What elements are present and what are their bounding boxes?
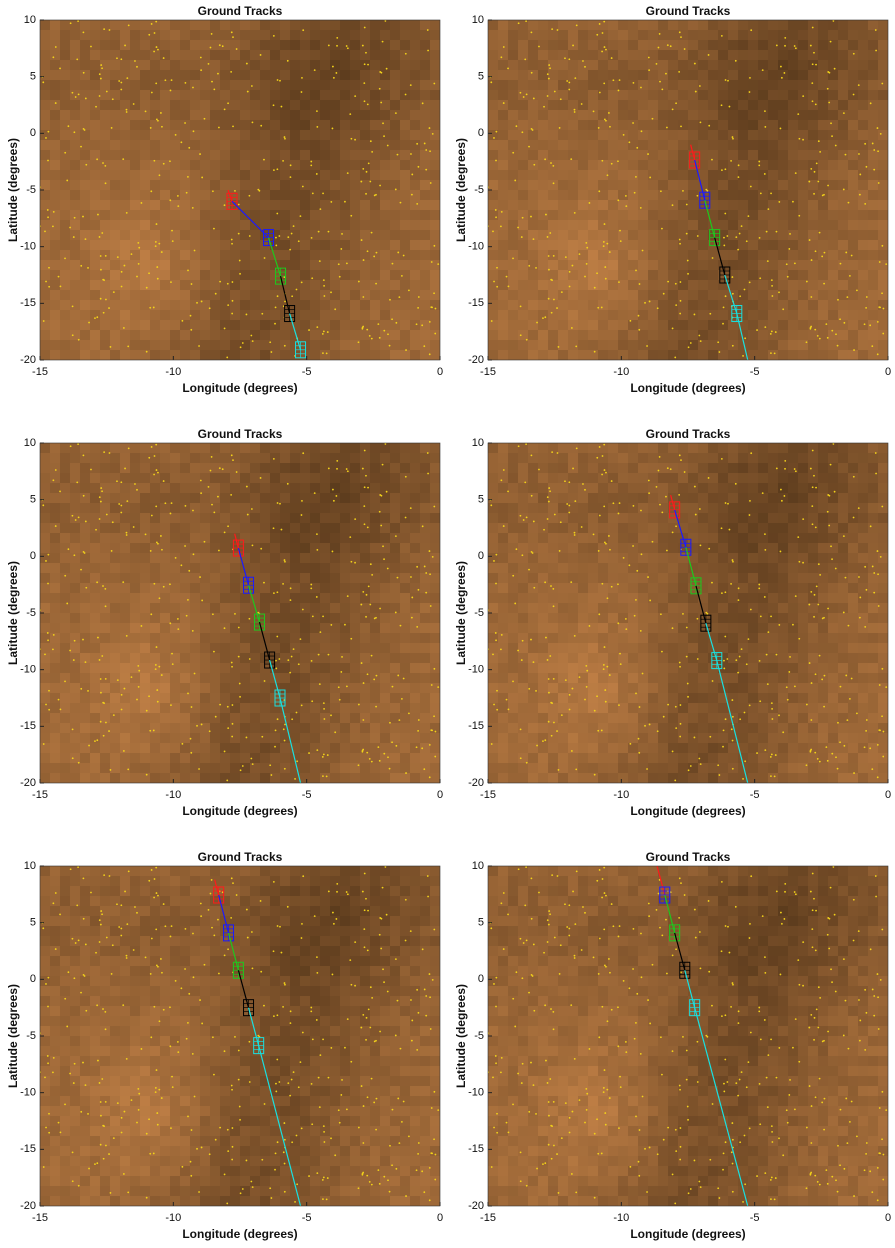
x-tick-label: -10 xyxy=(165,366,181,378)
y-tick-label: -15 xyxy=(20,720,36,732)
x-tick-label: -10 xyxy=(613,366,629,378)
x-axis-label: Longitude (degrees) xyxy=(182,381,297,395)
y-tick-label: -15 xyxy=(468,720,484,732)
x-tick-label: -5 xyxy=(750,366,760,378)
y-tick-label: -10 xyxy=(20,241,36,253)
x-tick-label: 0 xyxy=(437,366,443,378)
x-tick-label: -10 xyxy=(613,1212,629,1224)
y-tick-label: 10 xyxy=(472,14,484,26)
panel: Ground Tracks Longitude (degrees) Latitude… xyxy=(6,427,443,818)
x-tick-label: -15 xyxy=(480,366,496,378)
terrain xyxy=(487,443,888,784)
y-tick-label: -20 xyxy=(20,354,36,366)
y-tick-label: 5 xyxy=(478,71,484,83)
y-tick-label: 10 xyxy=(24,860,36,872)
x-tick-label: 0 xyxy=(885,789,891,801)
y-tick-label: -15 xyxy=(468,1143,484,1155)
chart-title: Ground Tracks xyxy=(198,427,283,441)
y-axis-label: Latitude (degrees) xyxy=(454,984,468,1088)
panel: Ground Tracks Longitude (degrees) Latitude… xyxy=(454,830,891,1241)
x-tick-label: -10 xyxy=(165,789,181,801)
y-tick-label: 10 xyxy=(24,437,36,449)
x-tick-label: -15 xyxy=(480,789,496,801)
x-tick-label: -5 xyxy=(302,1212,312,1224)
y-tick-label: 0 xyxy=(30,550,36,562)
y-axis-label: Latitude (degrees) xyxy=(454,138,468,242)
chart-title: Ground Tracks xyxy=(646,850,731,864)
y-axis-label: Latitude (degrees) xyxy=(454,561,468,665)
y-axis-label: Latitude (degrees) xyxy=(6,138,20,242)
y-tick-label: 0 xyxy=(478,550,484,562)
y-axis-label: Latitude (degrees) xyxy=(6,984,20,1088)
x-tick-label: 0 xyxy=(437,789,443,801)
terrain xyxy=(487,20,888,361)
y-tick-label: -20 xyxy=(468,777,484,789)
y-tick-label: -5 xyxy=(474,607,484,619)
x-axis-label: Longitude (degrees) xyxy=(630,381,745,395)
y-tick-label: -5 xyxy=(474,1030,484,1042)
y-tick-label: -10 xyxy=(20,1087,36,1099)
y-tick-label: 5 xyxy=(478,494,484,506)
x-tick-label: -5 xyxy=(302,789,312,801)
panel: Ground Tracks Longitude (degrees) Latitude… xyxy=(454,4,891,395)
x-tick-label: -15 xyxy=(32,789,48,801)
y-tick-label: -15 xyxy=(20,1143,36,1155)
y-tick-label: -5 xyxy=(474,184,484,196)
y-tick-label: 5 xyxy=(30,494,36,506)
chart-title: Ground Tracks xyxy=(646,427,731,441)
terrain xyxy=(39,20,440,361)
y-tick-label: 10 xyxy=(24,14,36,26)
x-tick-label: -5 xyxy=(750,1212,760,1224)
x-tick-label: -10 xyxy=(613,789,629,801)
y-tick-label: 0 xyxy=(30,973,36,985)
chart-title: Ground Tracks xyxy=(198,850,283,864)
terrain xyxy=(39,443,440,784)
y-tick-label: 5 xyxy=(478,917,484,929)
y-tick-label: -20 xyxy=(468,354,484,366)
y-tick-label: -15 xyxy=(468,297,484,309)
y-tick-label: -15 xyxy=(20,297,36,309)
y-tick-label: -10 xyxy=(468,664,484,676)
terrain xyxy=(39,866,440,1207)
panel: Ground Tracks Longitude (degrees) Latitude… xyxy=(6,850,443,1241)
panel: Ground Tracks Longitude (degrees) Latitude… xyxy=(454,427,891,818)
y-tick-label: -20 xyxy=(20,1200,36,1212)
y-tick-label: 5 xyxy=(30,917,36,929)
x-axis-label: Longitude (degrees) xyxy=(182,1227,297,1241)
y-tick-label: -10 xyxy=(468,241,484,253)
x-tick-label: 0 xyxy=(885,1212,891,1224)
y-axis-label: Latitude (degrees) xyxy=(6,561,20,665)
x-tick-label: -15 xyxy=(32,366,48,378)
chart-title: Ground Tracks xyxy=(646,4,731,18)
x-tick-label: -15 xyxy=(32,1212,48,1224)
y-tick-label: -10 xyxy=(20,664,36,676)
x-axis-label: Longitude (degrees) xyxy=(182,804,297,818)
y-tick-label: 5 xyxy=(30,71,36,83)
x-tick-label: -5 xyxy=(302,366,312,378)
x-tick-label: 0 xyxy=(437,1212,443,1224)
figure: Ground Tracks Longitude (degrees) Latitude… xyxy=(0,0,895,1243)
y-tick-label: 0 xyxy=(30,127,36,139)
chart-title: Ground Tracks xyxy=(198,4,283,18)
x-tick-label: -10 xyxy=(165,1212,181,1224)
y-tick-label: -5 xyxy=(26,1030,36,1042)
y-tick-label: -5 xyxy=(26,607,36,619)
y-tick-label: -20 xyxy=(20,777,36,789)
y-tick-label: 0 xyxy=(478,973,484,985)
x-axis-label: Longitude (degrees) xyxy=(630,1227,745,1241)
x-tick-label: -15 xyxy=(480,1212,496,1224)
y-tick-label: 10 xyxy=(472,860,484,872)
y-tick-label: -5 xyxy=(26,184,36,196)
y-tick-label: 10 xyxy=(472,437,484,449)
x-axis-label: Longitude (degrees) xyxy=(630,804,745,818)
x-tick-label: 0 xyxy=(885,366,891,378)
x-tick-label: -5 xyxy=(750,789,760,801)
y-tick-label: -20 xyxy=(468,1200,484,1212)
terrain xyxy=(487,866,888,1207)
y-tick-label: -10 xyxy=(468,1087,484,1099)
panel: Ground Tracks Longitude (degrees) Latitude… xyxy=(6,4,443,395)
y-tick-label: 0 xyxy=(478,127,484,139)
